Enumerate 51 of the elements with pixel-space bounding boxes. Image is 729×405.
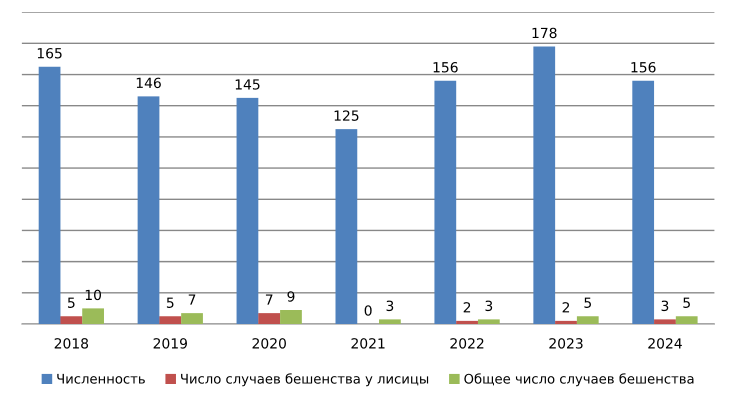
data-label: 156 <box>434 62 458 73</box>
data-label: 3 <box>662 300 668 312</box>
data-label: 165 <box>38 48 62 58</box>
data-label: 145 <box>236 79 260 90</box>
bar <box>258 313 280 324</box>
legend-label: Общее число случаев бешенства <box>464 373 694 386</box>
data-label: 2 <box>464 302 470 312</box>
data-label: 5 <box>584 298 591 308</box>
x-tick-label: 2022 <box>450 338 484 349</box>
data-label: 0 <box>364 305 372 316</box>
x-tick-label: 2019 <box>154 338 187 349</box>
data-label: 5 <box>166 298 174 308</box>
data-label: 9 <box>287 291 294 302</box>
bar <box>576 316 599 324</box>
data-label: 156 <box>631 62 656 73</box>
bar <box>379 319 401 324</box>
bar <box>159 316 182 324</box>
x-tick-label: 2020 <box>252 338 286 349</box>
bar <box>236 98 258 324</box>
bar <box>38 66 60 324</box>
bar <box>335 129 358 324</box>
data-label: 7 <box>266 294 272 305</box>
bar <box>654 319 676 324</box>
bar <box>456 320 478 324</box>
data-label: 5 <box>68 298 75 308</box>
data-label: 7 <box>188 294 196 305</box>
data-label: 3 <box>485 300 492 312</box>
bar <box>434 80 456 324</box>
x-tick-label: 2018 <box>54 338 88 349</box>
bar <box>555 320 577 324</box>
bar <box>533 46 556 324</box>
data-label: 2 <box>562 302 570 312</box>
bar <box>60 316 82 324</box>
bar <box>478 319 500 324</box>
bar <box>632 80 654 324</box>
bar <box>181 313 203 324</box>
bar <box>82 308 104 324</box>
bar <box>676 316 698 324</box>
legend-label: Численность <box>57 374 145 384</box>
legend-label: Число случаев бешенства у лисицы <box>181 373 428 386</box>
data-label: 178 <box>532 28 557 38</box>
bar <box>138 96 160 324</box>
data-label: 3 <box>386 300 394 312</box>
data-label: 125 <box>334 110 358 121</box>
bar <box>280 310 302 324</box>
data-label: 5 <box>683 298 690 308</box>
x-tick-label: 2021 <box>351 338 385 349</box>
data-label: 10 <box>86 290 102 300</box>
x-tick-label: 2024 <box>648 338 682 349</box>
data-label: 146 <box>136 78 161 88</box>
x-tick-label: 2023 <box>549 338 583 349</box>
